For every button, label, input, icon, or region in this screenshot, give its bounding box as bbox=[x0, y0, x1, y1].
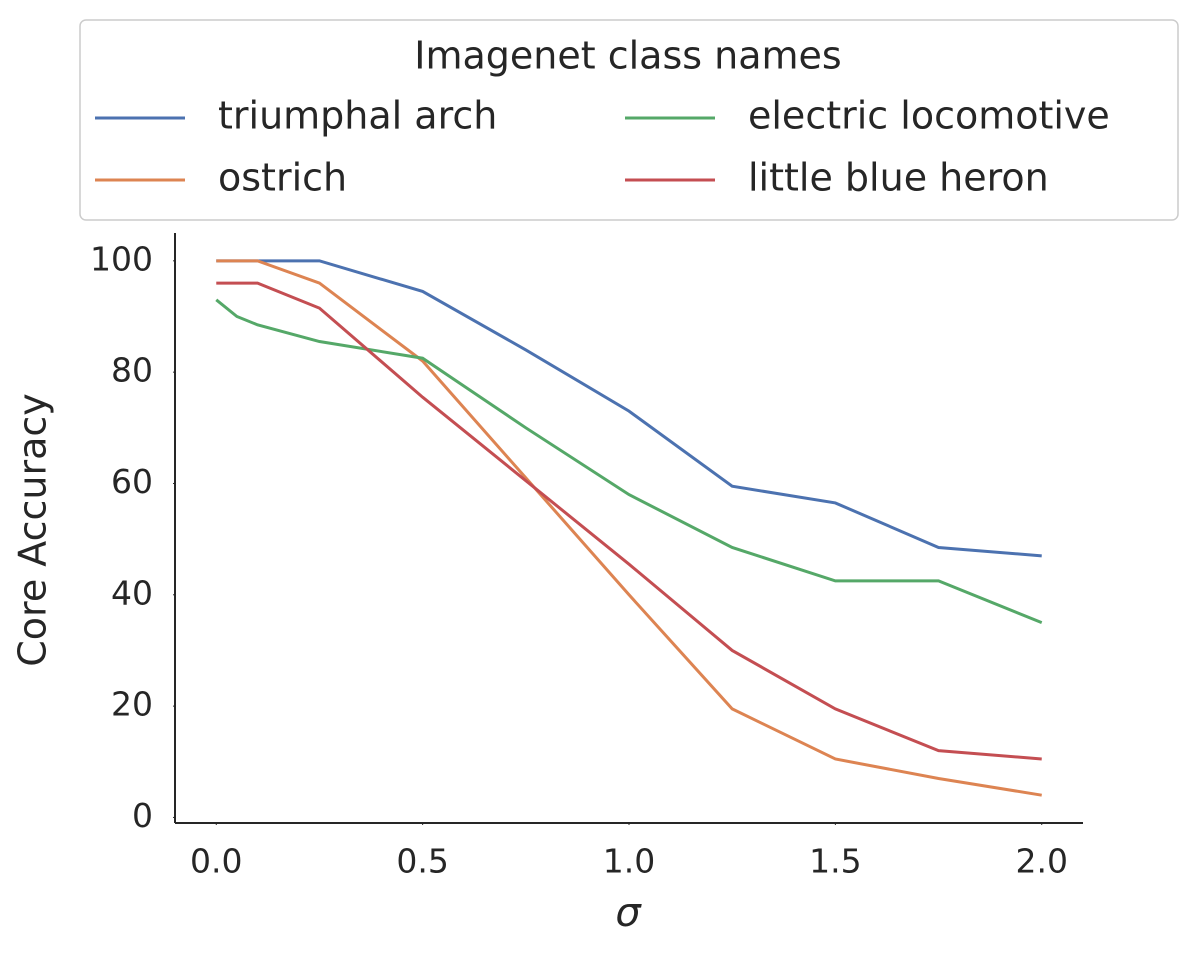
y-tick-label: 80 bbox=[111, 351, 153, 390]
x-tick-label: 0.5 bbox=[396, 842, 448, 881]
x-tick-label: 1.0 bbox=[603, 842, 655, 881]
y-tick-label: 100 bbox=[90, 239, 153, 278]
legend-label: little blue heron bbox=[748, 156, 1049, 200]
legend-title: Imagenet class names bbox=[414, 34, 841, 78]
x-tick-label: 2.0 bbox=[1015, 842, 1067, 881]
data-line bbox=[215, 298, 1043, 625]
x-tick-label: 1.5 bbox=[809, 842, 861, 881]
x-axis-label: σ bbox=[615, 890, 642, 936]
data-line bbox=[216, 281, 1042, 761]
legend-label: triumphal arch bbox=[218, 94, 497, 138]
data-line bbox=[216, 259, 1042, 797]
legend-box bbox=[79, 19, 1179, 221]
data-line bbox=[216, 259, 1042, 558]
legend-label: ostrich bbox=[218, 156, 347, 200]
x-tick-label: 0.0 bbox=[190, 842, 242, 881]
y-tick-label: 0 bbox=[132, 796, 153, 835]
y-tick-label: 40 bbox=[111, 573, 153, 612]
legend-label: electric locomotive bbox=[748, 94, 1110, 138]
y-axis-label: Core Accuracy bbox=[11, 393, 55, 667]
y-tick-label: 20 bbox=[111, 685, 153, 724]
y-tick-label: 60 bbox=[111, 462, 153, 501]
